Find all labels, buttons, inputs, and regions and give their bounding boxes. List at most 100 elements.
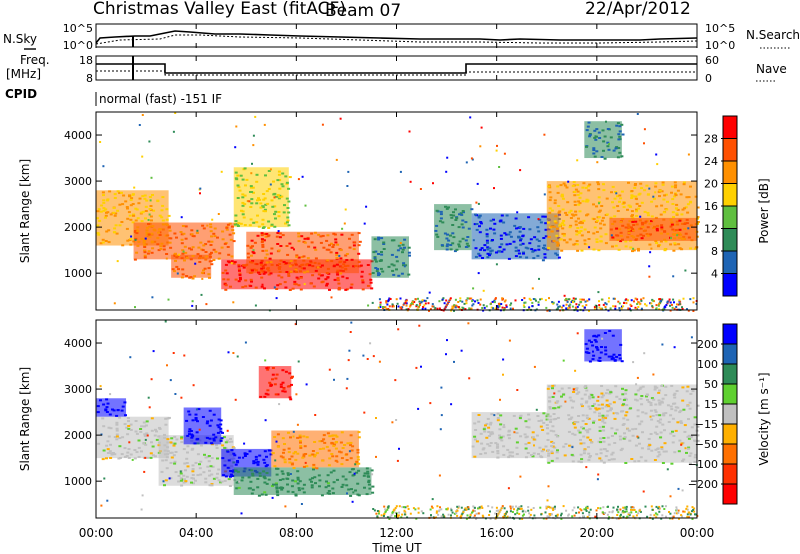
data-cell [279,385,283,388]
data-cell [174,451,178,453]
data-cell [174,393,177,395]
data-cell [198,261,202,263]
data-cell [211,465,215,468]
data-cell [302,435,306,438]
data-cell [506,515,509,518]
data-cell [485,305,488,308]
data-cell [128,441,131,444]
data-cell [670,237,672,240]
data-cell [547,236,551,238]
data-cell [344,478,348,481]
data-cell [477,420,481,423]
data-cell [395,260,399,263]
data-cell [190,481,193,484]
data-cell [635,308,638,311]
data-cell [599,240,603,243]
data-cell [180,396,183,399]
data-cell [669,495,672,498]
data-cell [314,257,318,260]
data-cell [681,399,685,402]
data-cell [612,297,615,300]
data-cell [396,459,399,462]
data-cell [192,477,195,480]
data-cell [350,321,353,324]
data-cell [602,429,606,432]
data-cell [183,245,187,248]
data-cell [116,260,119,263]
data-cell [526,247,530,250]
data-cell [163,444,167,447]
data-cell [392,239,396,242]
data-cell [473,514,476,517]
data-cell [375,417,377,419]
data-cell [473,223,477,226]
data-cell [141,210,145,213]
data-cell [483,452,487,455]
data-cell [578,202,582,205]
data-cell [281,478,285,481]
data-cell [209,226,213,228]
data-cell [380,251,383,253]
data-cell [169,477,173,480]
data-cell [557,300,560,303]
data-cell [375,455,377,458]
data-cell [640,420,644,423]
data-cell [691,390,695,393]
data-cell [605,120,607,123]
data-cell [568,226,572,229]
data-cell [350,468,354,471]
data-cell [489,227,492,230]
data-cell [580,249,584,252]
data-cell [201,224,205,227]
data-cell [227,253,231,256]
data-cell [488,514,491,516]
data-cell [349,286,353,289]
data-cell [530,454,533,456]
data-cell [300,503,303,505]
data-cell [176,272,179,275]
data-cell [557,211,561,214]
data-cell [588,298,591,301]
data-cell [466,297,469,300]
data-cell [669,301,672,304]
data-cell [622,403,625,406]
data-cell [550,445,554,448]
data-cell [366,358,369,360]
data-cell [112,206,116,209]
data-region [96,416,171,461]
data-cell [206,465,210,468]
data-cell [528,512,531,515]
data-cell [547,454,551,457]
data-cell [408,254,411,257]
data-cell [264,210,267,213]
data-cell [181,273,185,276]
data-cell [118,203,122,206]
data-cell [289,260,293,262]
data-cell [275,373,279,376]
data-cell [385,300,388,303]
data-cell [288,242,292,245]
data-cell [106,198,110,201]
data-cell [321,234,325,237]
data-cell [508,339,511,342]
data-cell [384,508,387,511]
data-cell [661,343,664,346]
data-cell [148,213,151,216]
data-cell [336,243,340,246]
data-cell [567,211,571,214]
data-cell [672,275,675,278]
data-cell [585,400,589,403]
data-cell [596,478,599,481]
data-cell [592,218,596,221]
data-cell [556,307,559,310]
colorbar-tick-label: 12 [704,223,718,236]
data-cell [116,190,120,193]
data-cell [293,280,297,283]
data-cell [365,205,368,208]
data-cell [588,135,592,138]
data-cell [106,211,110,214]
data-cell [191,246,195,249]
data-cell [618,194,622,197]
data-cell [185,419,189,422]
data-cell [661,514,664,517]
